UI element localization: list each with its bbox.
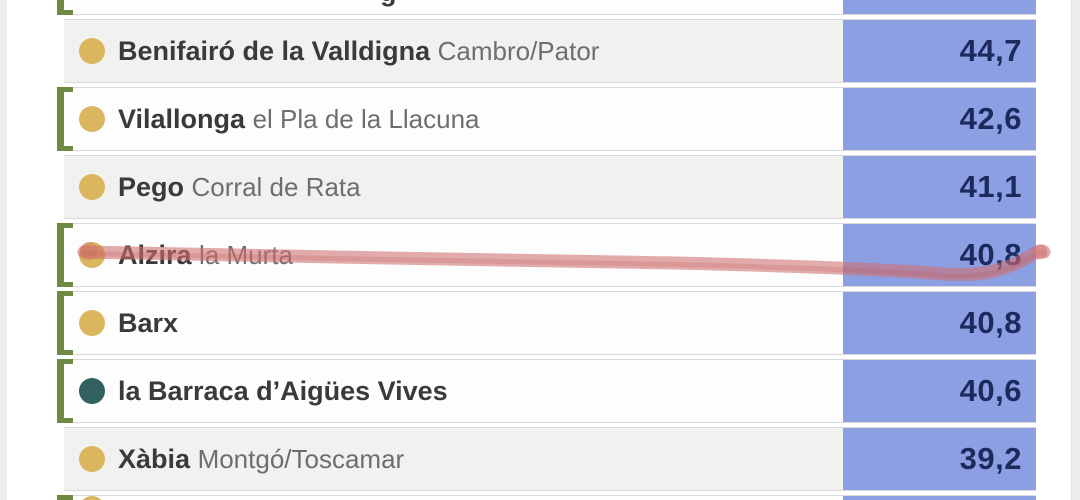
station-names: Barx <box>118 308 843 339</box>
town-name: g <box>380 0 397 7</box>
station-names: Benifairó de la Valldigna Cambro/Pator <box>118 36 843 67</box>
station-row[interactable]: Pego Corral de Rata 41,1 <box>64 155 1036 219</box>
value-cell: 40,8 <box>843 292 1036 354</box>
rainfall-value: 39,2 <box>959 441 1022 476</box>
status-dot-icon <box>79 106 105 132</box>
value-cell: 44,7 <box>843 20 1036 82</box>
station-names: Xàbia Montgó/Toscamar <box>118 444 843 475</box>
town-name: Pego <box>118 171 185 202</box>
town-name: Xàbia <box>118 443 191 474</box>
station-row[interactable] <box>57 495 1036 500</box>
status-dot-icon <box>79 38 105 64</box>
page-edge-left <box>0 0 7 500</box>
value-cell <box>843 0 1036 14</box>
rainfall-table: g Benifairó de la Valldigna Cambro/Pator… <box>57 0 1036 500</box>
rainfall-value: 41,1 <box>959 169 1022 204</box>
spot-name: Corral de Rata <box>191 171 361 202</box>
status-dot-icon <box>79 174 105 200</box>
station-row[interactable]: la Barraca d’Aigües Vives 40,6 <box>57 359 1036 423</box>
page-edge-right <box>1071 0 1080 500</box>
station-names: g <box>118 0 843 8</box>
status-dot-icon <box>79 446 105 472</box>
station-names: Vilallonga el Pla de la Llacuna <box>118 104 843 135</box>
value-cell: 41,1 <box>843 156 1036 218</box>
station-row[interactable]: Benifairó de la Valldigna Cambro/Pator 4… <box>64 19 1036 83</box>
spot-name: Montgó/Toscamar <box>197 443 405 474</box>
station-row[interactable]: Xàbia Montgó/Toscamar 39,2 <box>64 427 1036 491</box>
rainfall-value: 44,7 <box>959 33 1022 68</box>
station-row[interactable]: Barx 40,8 <box>57 291 1036 355</box>
value-cell <box>843 496 1036 500</box>
town-name: Barx <box>118 307 179 338</box>
town-name: la Barraca d’Aigües Vives <box>118 375 448 406</box>
spot-name: el Pla de la Llacuna <box>252 103 480 134</box>
status-dot-icon <box>79 496 105 500</box>
spot-name: Cambro/Pator <box>437 35 600 66</box>
town-name: Vilallonga <box>118 103 246 134</box>
value-cell: 40,6 <box>843 360 1036 422</box>
station-row[interactable]: g <box>57 0 1036 15</box>
rainfall-value: 42,6 <box>959 101 1022 136</box>
status-dot-icon <box>79 378 105 404</box>
station-names: la Barraca d’Aigües Vives <box>118 376 843 407</box>
station-names: Pego Corral de Rata <box>118 172 843 203</box>
value-cell: 42,6 <box>843 88 1036 150</box>
rainfall-value: 40,6 <box>959 373 1022 408</box>
value-cell: 39,2 <box>843 428 1036 490</box>
town-name: Benifairó de la Valldigna <box>118 35 431 66</box>
rainfall-value: 40,8 <box>959 305 1022 340</box>
status-dot-icon <box>79 310 105 336</box>
station-row[interactable]: Vilallonga el Pla de la Llacuna 42,6 <box>57 87 1036 151</box>
